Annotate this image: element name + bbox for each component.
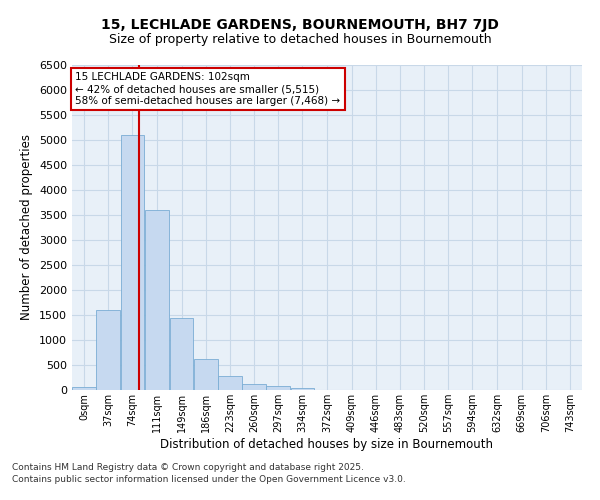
Text: Contains HM Land Registry data © Crown copyright and database right 2025.: Contains HM Land Registry data © Crown c…: [12, 464, 364, 472]
Bar: [194, 358, 218, 390]
Text: 15, LECHLADE GARDENS, BOURNEMOUTH, BH7 7JD: 15, LECHLADE GARDENS, BOURNEMOUTH, BH7 7…: [101, 18, 499, 32]
Bar: [242, 384, 266, 390]
Bar: [170, 318, 193, 390]
Bar: [290, 388, 314, 390]
Text: 15 LECHLADE GARDENS: 102sqm
← 42% of detached houses are smaller (5,515)
58% of : 15 LECHLADE GARDENS: 102sqm ← 42% of det…: [75, 72, 340, 106]
Bar: [218, 376, 242, 390]
Text: Contains public sector information licensed under the Open Government Licence v3: Contains public sector information licen…: [12, 475, 406, 484]
X-axis label: Distribution of detached houses by size in Bournemouth: Distribution of detached houses by size …: [161, 438, 493, 451]
Bar: [72, 387, 96, 390]
Bar: [266, 386, 290, 390]
Bar: [121, 135, 145, 390]
Y-axis label: Number of detached properties: Number of detached properties: [20, 134, 34, 320]
Text: Size of property relative to detached houses in Bournemouth: Size of property relative to detached ho…: [109, 32, 491, 46]
Bar: [145, 210, 169, 390]
Bar: [97, 310, 120, 390]
